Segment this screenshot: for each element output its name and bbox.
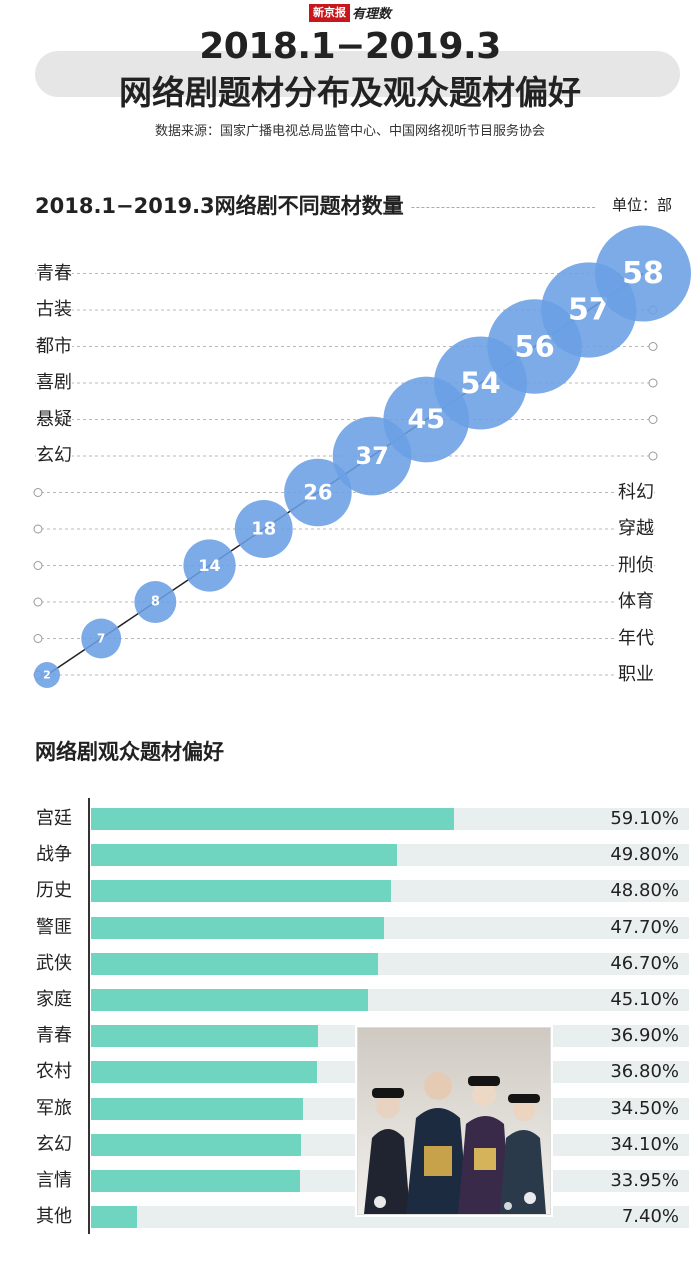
row-end-marker	[648, 378, 658, 388]
row-label-right: 穿越	[614, 518, 654, 540]
row-label-right: 刑侦	[614, 554, 654, 577]
bar-category-label: 宫廷	[36, 808, 72, 829]
bar-category-label: 家庭	[36, 989, 72, 1010]
bar-家庭	[91, 989, 369, 1011]
bar-value-label: 7.40%	[621, 1206, 679, 1227]
row-label-left: 都市	[36, 335, 72, 358]
bar-value-label: 36.80%	[610, 1061, 679, 1082]
bar-category-label: 农村	[36, 1061, 72, 1082]
bar-category-label: 军旅	[36, 1098, 72, 1119]
bubble-value-label: 14	[198, 556, 220, 575]
row-end-marker	[33, 488, 43, 497]
bar-category-label: 玄幻	[36, 1134, 72, 1155]
bubble-职业	[34, 662, 60, 688]
bubble-科幻	[284, 458, 352, 527]
bar-军旅	[91, 1098, 304, 1120]
bubble-value-label: 45	[407, 404, 445, 435]
unit-label: 单位：部	[608, 194, 673, 215]
row-label-left: 悬疑	[36, 408, 72, 431]
row-label-left: 青春	[36, 262, 72, 285]
bar-value-label: 33.95%	[610, 1170, 679, 1191]
bar-chart-title: 网络剧观众题材偏好	[35, 738, 230, 766]
title-banner	[35, 51, 680, 97]
row-end-marker	[648, 342, 658, 351]
bar-言情	[91, 1170, 300, 1192]
masthead: 新京报 有理数	[0, 2, 700, 24]
bubble-value-label: 56	[514, 330, 554, 364]
brand-logo: 新京报	[308, 3, 350, 22]
bar-category-label: 其他	[36, 1206, 72, 1227]
bar-value-label: 47.70%	[610, 917, 679, 938]
bar-value-label: 45.10%	[610, 989, 679, 1010]
bar-农村	[91, 1061, 318, 1083]
bar-value-label: 36.90%	[610, 1025, 679, 1046]
row-label-left: 喜剧	[36, 372, 72, 394]
bar-警匪	[91, 917, 385, 939]
row-label-left: 玄幻	[36, 445, 72, 467]
bubble-体育	[134, 581, 177, 623]
bar-value-label: 49.80%	[610, 844, 679, 865]
bar-axis-line	[88, 798, 90, 1234]
drama-poster-photo	[357, 1027, 551, 1215]
bar-category-label: 武侠	[36, 953, 72, 974]
row-end-marker	[33, 524, 43, 534]
bar-category-label: 青春	[36, 1025, 72, 1046]
page-title-line2: 网络剧题材分布及观众题材偏好	[119, 73, 581, 112]
bar-category-label: 言情	[36, 1170, 72, 1191]
bubble-穿越	[234, 500, 293, 558]
bar-value-label: 59.10%	[610, 808, 679, 829]
bubble-value-label: 58	[622, 256, 664, 291]
bubble-value-label: 2	[43, 669, 51, 682]
row-label-right: 年代	[614, 627, 654, 650]
bubble-value-label: 26	[303, 481, 332, 505]
bubble-value-label: 37	[355, 442, 388, 470]
bar-武侠	[91, 953, 379, 975]
bubble-value-label: 7	[97, 632, 105, 646]
bar-其他	[91, 1206, 137, 1228]
bar-value-label: 34.50%	[610, 1098, 679, 1119]
row-label-right: 体育	[614, 591, 654, 613]
bar-战争	[91, 844, 398, 866]
row-label-right: 职业	[614, 664, 654, 686]
bar-value-label: 48.80%	[610, 880, 679, 901]
bar-玄幻	[91, 1134, 301, 1156]
row-end-marker	[648, 451, 658, 461]
bubble-value-label: 8	[151, 595, 160, 610]
bar-value-label: 46.70%	[610, 953, 679, 974]
data-source: 数据来源：国家广播电视总局监管中心、中国网络视听节目服务协会	[154, 124, 545, 139]
row-label-left: 古装	[36, 299, 72, 321]
bar-category-label: 警匪	[36, 917, 72, 938]
row-end-marker	[33, 561, 43, 570]
bar-宫廷	[91, 808, 455, 830]
row-end-marker	[648, 415, 658, 424]
bubble-value-label: 18	[251, 519, 276, 540]
row-end-marker	[33, 597, 43, 607]
bar-青春	[91, 1025, 318, 1047]
bubble-刑侦	[183, 539, 236, 592]
row-label-right: 科幻	[614, 481, 654, 504]
bubble-value-label: 54	[460, 366, 500, 400]
bubble-年代	[81, 618, 122, 659]
row-end-marker	[33, 634, 43, 643]
bubble-chart-title: 2018.1−2019.3网络剧不同题材数量	[35, 192, 410, 220]
brand-sub-logo: 有理数	[351, 7, 391, 22]
page-title-line1: 2018.1−2019.3	[199, 26, 501, 67]
bar-历史	[91, 880, 392, 902]
bubble-青春	[595, 225, 691, 322]
bar-category-label: 战争	[36, 844, 72, 865]
bar-category-label: 历史	[36, 880, 72, 901]
bar-value-label: 34.10%	[610, 1134, 679, 1155]
